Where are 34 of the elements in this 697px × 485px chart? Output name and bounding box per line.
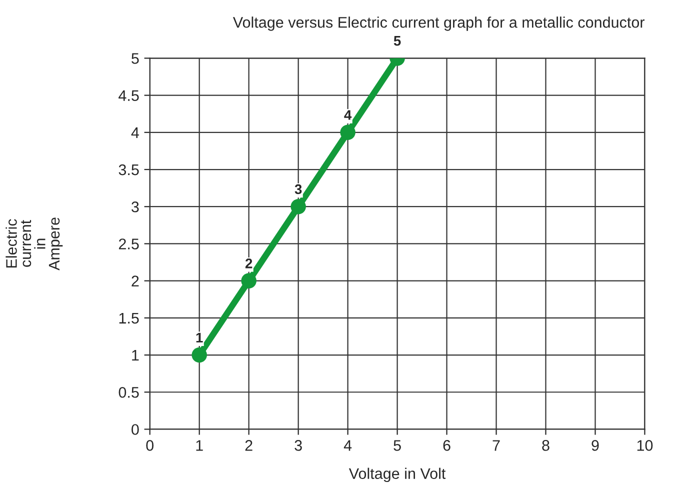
x-tick-label: 5 [394, 440, 401, 451]
y-tick-label: 3 [132, 201, 139, 212]
x-axis-title: Voltage in Volt [348, 468, 446, 482]
x-tick-label: 7 [492, 440, 500, 451]
point [290, 198, 306, 214]
point [241, 273, 256, 288]
x-tick-label: 8 [542, 440, 550, 451]
y-tick-label: 4 [131, 127, 139, 138]
y-tick-label: 1 [132, 350, 139, 361]
data-label: 3 [294, 184, 302, 194]
y-tick-label: 2.5 [118, 238, 139, 250]
y-tick-label: 1.5 [119, 312, 139, 324]
y-axis-title: Electric current in Ampere [6, 218, 63, 270]
point [340, 124, 356, 140]
x-tick-label: 10 [637, 440, 653, 451]
chart-title: Voltage versus Electric current graph for a metallic conductor [232, 16, 644, 31]
y-tick-label: 0 [132, 424, 139, 435]
y-tick-label: 0.5 [118, 386, 139, 398]
x-tick-label: 0 [146, 440, 154, 451]
y-tick-label: 3.5 [118, 164, 139, 176]
x-tick-label: 3 [294, 440, 302, 451]
y-tick-label: 2 [132, 276, 139, 286]
y-tick-label: 5 [132, 53, 139, 64]
x-tick-label: 1 [196, 440, 203, 451]
point [192, 347, 207, 363]
data-label: 5 [394, 36, 401, 46]
x-tick-label: 2 [245, 440, 252, 451]
y-tick-label: 4.5 [118, 90, 139, 101]
data-label: 1 [196, 332, 203, 342]
x-tick-label: 6 [443, 440, 450, 451]
x-tick-label: 4 [344, 440, 352, 451]
x-tick-label: 9 [592, 440, 599, 451]
data-label: 2 [245, 258, 252, 268]
data-label: 4 [344, 110, 352, 120]
